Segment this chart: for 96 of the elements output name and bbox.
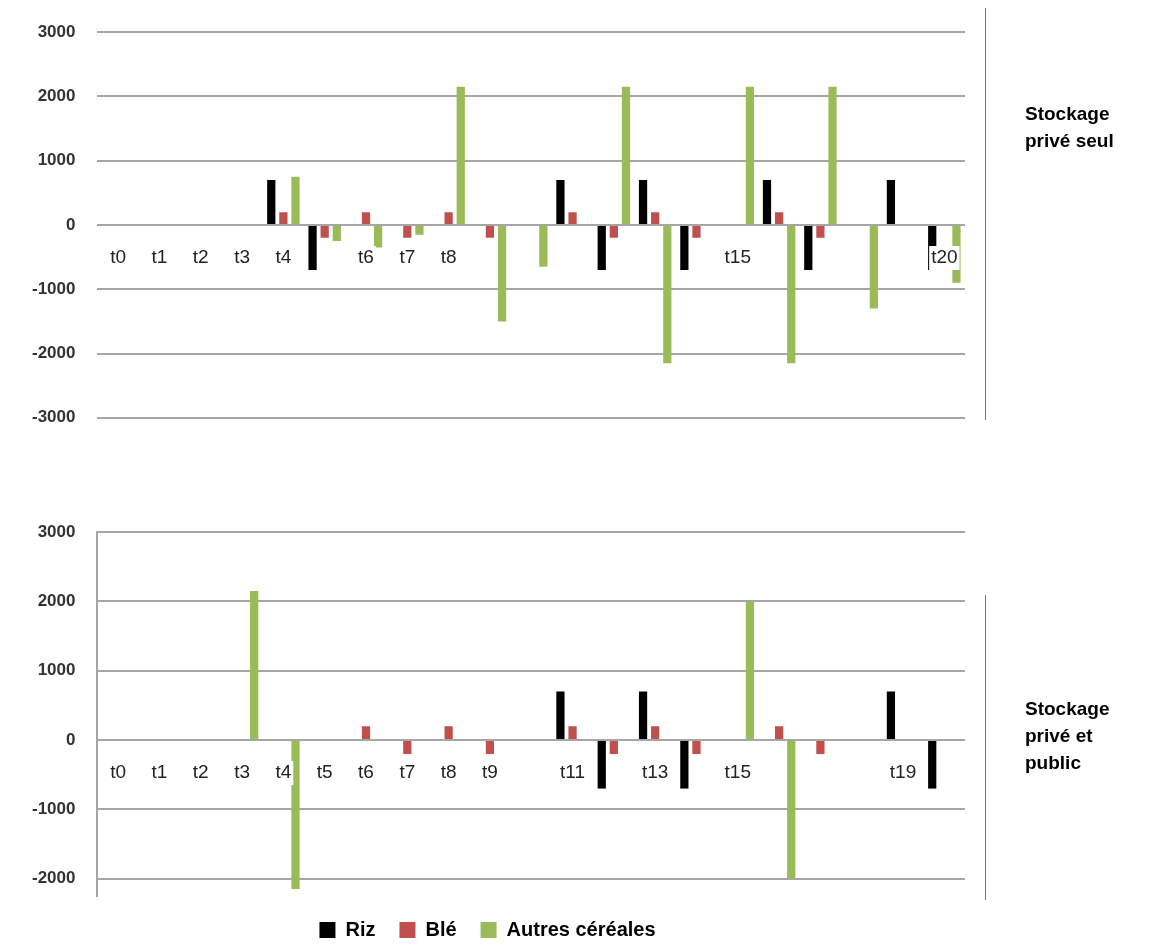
x-tick-label: t3: [234, 761, 250, 783]
x-tick-label: t6: [358, 761, 374, 783]
legend-label: Riz: [345, 917, 376, 940]
bar: [816, 226, 825, 238]
y-tick-label: 1000: [37, 150, 76, 170]
bar: [928, 741, 937, 789]
bar: [444, 212, 453, 224]
y-tick-label: 0: [66, 729, 76, 749]
text: Stockage privé et public: [1025, 697, 1111, 775]
bar: [816, 741, 825, 754]
bar: [638, 180, 648, 224]
bar: [651, 726, 660, 740]
bar: [568, 726, 577, 740]
bar: [361, 212, 371, 224]
text: Stockage privé seul: [1025, 102, 1115, 153]
x-tick-label: t15: [724, 761, 751, 783]
bar: [597, 741, 606, 789]
bar: [456, 86, 465, 224]
bar: [663, 226, 672, 364]
bar: [308, 226, 317, 270]
bar: [680, 741, 689, 789]
x-tick-label: t11: [560, 761, 586, 783]
bar: [250, 591, 259, 740]
bar: [692, 741, 701, 754]
x-tick-label: t15: [724, 246, 751, 268]
x-tick-label: t13: [641, 761, 669, 783]
bar: [787, 226, 796, 364]
legend-label: Blé: [425, 917, 457, 940]
y-tick-label: -2000: [32, 343, 76, 363]
x-tick-label: t8: [440, 246, 457, 268]
x-tick-label: t19: [889, 761, 917, 783]
x-tick-label: t0: [110, 246, 127, 268]
bar: [320, 226, 329, 238]
bar: [597, 226, 606, 270]
y-tick-label: 2000: [37, 591, 76, 611]
bar: [692, 226, 701, 238]
bar: [774, 726, 784, 740]
bar: [556, 180, 565, 224]
bar: [279, 212, 288, 224]
y-tick-label: -2000: [32, 868, 76, 888]
x-tick-label: t3: [234, 246, 250, 268]
bar: [267, 180, 276, 224]
y-tick-label: -1000: [32, 278, 76, 298]
x-tick-label: t7: [399, 761, 416, 783]
x-tick-label: t5: [316, 761, 333, 783]
bar: [774, 212, 784, 224]
bar: [444, 726, 453, 740]
bar: [291, 741, 300, 890]
x-tick-label: t2: [192, 246, 209, 268]
bar: [886, 691, 896, 740]
x-tick-label: t4: [275, 761, 292, 783]
bar: [787, 741, 796, 879]
x-tick-label: t1: [151, 246, 168, 268]
bar: [568, 212, 577, 224]
bar: [374, 226, 383, 248]
bar: [762, 180, 772, 224]
bar: [869, 226, 878, 309]
x-tick-label: t2: [192, 761, 209, 783]
x-tick-label: t0: [110, 761, 127, 783]
bar: [638, 691, 648, 740]
bar: [291, 176, 300, 224]
bar: [539, 226, 548, 267]
y-tick-label: 0: [66, 214, 76, 234]
bar: [485, 741, 495, 754]
x-tick-label: t7: [399, 246, 416, 268]
bar: [415, 226, 424, 235]
bar: [361, 726, 371, 740]
y-tick-label: 1000: [37, 660, 76, 680]
bar: [828, 86, 837, 224]
bar: [886, 180, 896, 224]
bar: [609, 741, 618, 754]
y-tick-label: -1000: [32, 799, 76, 819]
bar: [651, 212, 660, 224]
bar: [403, 741, 412, 754]
x-tick-label: t6: [358, 246, 374, 268]
bar: [485, 226, 495, 238]
y-tick-label: -3000: [32, 407, 76, 427]
x-tick-label: t20: [931, 246, 958, 268]
bar: [403, 226, 412, 238]
y-tick-label: 2000: [37, 86, 76, 106]
bar: [497, 226, 507, 322]
bar: [745, 601, 755, 740]
x-tick-label: t9: [482, 761, 498, 783]
bar: [680, 226, 689, 270]
x-tick-label: t8: [440, 761, 457, 783]
bar: [609, 226, 618, 238]
bar: [745, 86, 755, 224]
y-tick-label: 3000: [37, 21, 76, 41]
bar: [621, 86, 631, 224]
bar: [332, 226, 341, 242]
bar: [804, 226, 813, 270]
x-tick-label: t1: [151, 761, 168, 783]
legend-label: Autres céréales: [506, 917, 656, 940]
x-tick-label: t4: [275, 246, 292, 268]
y-tick-label: 3000: [37, 521, 76, 541]
bar: [556, 691, 565, 740]
